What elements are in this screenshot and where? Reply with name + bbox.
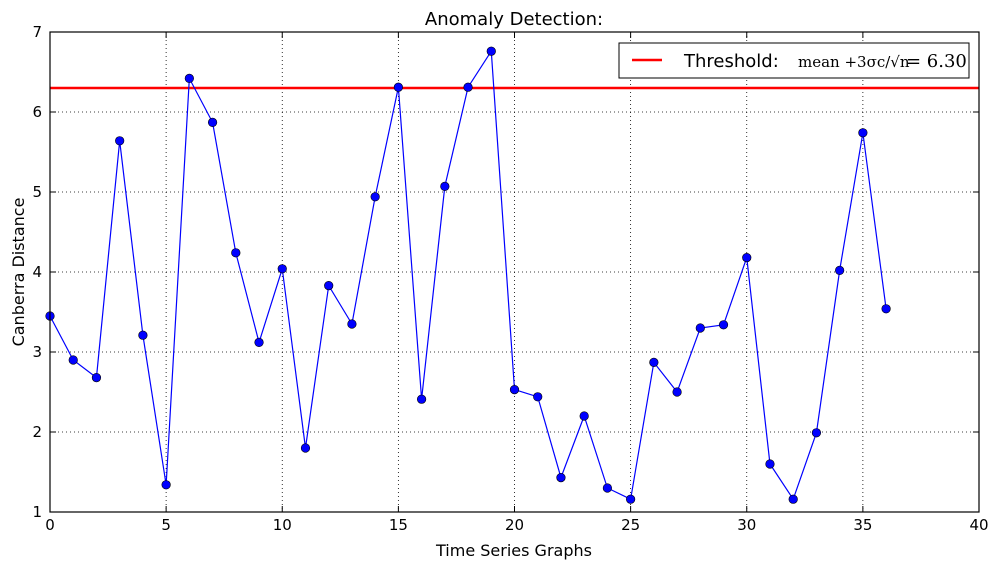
data-point [533,392,543,402]
y-axis-title: Canberra Distance [9,198,28,347]
x-tick-label: 5 [161,516,171,534]
legend-threshold-formula: mean +3σc/√n [798,53,910,71]
x-axis-title: Time Series Graphs [435,541,592,560]
data-point [115,136,125,146]
data-point [835,265,845,276]
data-point [626,494,636,504]
data-point [300,443,311,453]
data-point [68,355,78,365]
plot-frame [49,31,980,513]
data-point [718,320,729,330]
data-point [811,428,822,438]
y-tick-labels: 1 2 3 4 5 6 7 [32,23,42,521]
data-point [324,281,334,291]
data-point [347,319,357,329]
x-tick-labels: 0 5 10 15 20 25 30 35 40 [45,516,988,534]
data-point [138,330,148,340]
y-tick-label: 1 [32,503,42,521]
y-tick-label: 7 [32,23,42,41]
x-tick-label: 0 [45,516,55,534]
data-point [602,483,613,493]
data-point [556,473,566,483]
data-point [184,73,194,83]
data-point [649,357,659,368]
data-point [417,394,427,404]
y-tick-label: 3 [32,343,42,361]
legend: Threshold: mean +3σc/√n = 6.30 [618,42,970,79]
data-point [161,480,171,490]
data-point [393,82,403,92]
x-tick-label: 10 [273,516,292,534]
data-point [91,373,102,383]
chart-title: Anomaly Detection: [425,9,603,30]
x-tick-label: 40 [969,516,988,534]
data-point [742,253,752,263]
data-point [579,411,589,421]
data-point [277,264,287,274]
data-point [440,181,450,191]
x-tick-label: 15 [389,516,408,534]
data-point [881,304,891,314]
data-point [788,494,798,504]
y-tick-label: 5 [32,183,42,201]
y-tick-label: 2 [32,423,42,441]
data-point [486,46,496,56]
y-tick-label: 4 [32,263,42,281]
data-point [858,128,868,138]
data-point [765,459,775,469]
data-point [370,192,380,202]
y-tick-label: 6 [32,103,42,121]
legend-threshold-value: = 6.30 [906,51,967,72]
x-tick-label: 20 [505,516,524,534]
data-point [254,337,264,348]
legend-box [618,42,970,79]
x-tick-label: 35 [853,516,872,534]
data-point [463,82,473,92]
x-tick-label: 30 [737,516,756,534]
x-tick-label: 25 [621,516,640,534]
series-layer [45,46,891,504]
grid [50,32,979,512]
data-point [207,117,218,127]
data-point [509,385,520,395]
data-point [672,387,682,397]
data-point [695,323,705,333]
data-point [231,248,241,258]
legend-threshold-label: Threshold: [683,51,779,72]
